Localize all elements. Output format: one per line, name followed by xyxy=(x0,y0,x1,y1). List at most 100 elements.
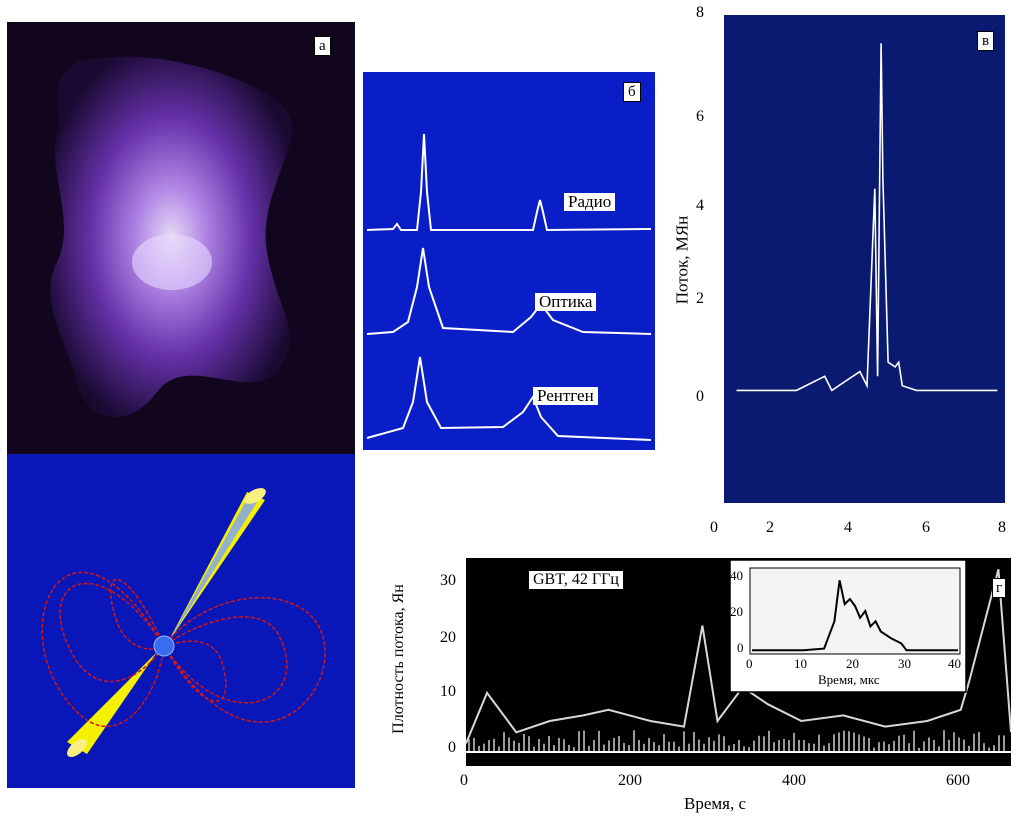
noise-bar xyxy=(733,743,735,752)
noise-bar xyxy=(493,738,495,752)
noise-bar xyxy=(778,740,780,752)
noise-bar xyxy=(673,741,675,752)
noise-bar xyxy=(833,734,835,752)
noise-bar xyxy=(943,730,945,752)
noise-bar xyxy=(703,743,705,752)
noise-bar xyxy=(678,746,680,752)
noise-bar xyxy=(483,743,485,752)
noise-bar xyxy=(728,745,730,752)
noise-bar xyxy=(543,743,545,752)
noise-bar xyxy=(598,730,600,752)
noise-bar xyxy=(888,744,890,752)
noise-bar xyxy=(968,745,970,752)
magnetic-field-lines xyxy=(41,571,326,727)
noise-bar xyxy=(593,740,595,752)
panel-g-ytick-10: 10 xyxy=(440,683,456,700)
noise-bar xyxy=(648,738,650,752)
pulsar-beam-upper xyxy=(167,492,265,644)
noise-bar xyxy=(538,739,540,752)
noise-bar xyxy=(773,742,775,752)
curve-label-optical: Оптика xyxy=(535,293,597,311)
panel-v-ylabel: Поток, МЯн xyxy=(672,215,692,305)
noise-bar xyxy=(828,743,830,752)
noise-bar xyxy=(858,734,860,752)
noise-bar xyxy=(843,730,845,752)
panel-v-ytick-8: 8 xyxy=(696,4,704,21)
noise-bar xyxy=(523,733,525,752)
noise-bar xyxy=(993,745,995,752)
noise-bar xyxy=(563,739,565,752)
noise-bar xyxy=(958,737,960,752)
noise-bar xyxy=(698,739,700,752)
noise-bar xyxy=(748,747,750,752)
noise-bar xyxy=(518,742,520,752)
noise-bar xyxy=(478,745,480,752)
noise-bar xyxy=(798,739,800,752)
noise-bar xyxy=(823,745,825,752)
panel-g-xtick-400: 400 xyxy=(782,772,806,789)
panel-b-label: б xyxy=(623,82,641,102)
noise-bar xyxy=(668,741,670,752)
panel-v-ytick-2: 2 xyxy=(696,290,704,307)
panel-g: GBT, 42 ГГц г 30 20 10 0 0 200 400 600 В… xyxy=(390,552,1011,818)
neutron-star xyxy=(153,635,175,657)
noise-bar xyxy=(868,738,870,752)
noise-bar xyxy=(513,740,515,752)
noise-bar xyxy=(898,735,900,752)
panel-v-ytick-4: 4 xyxy=(696,197,704,214)
noise-bar xyxy=(663,734,665,752)
panel-a: а xyxy=(7,22,355,788)
noise-bar xyxy=(903,734,905,752)
noise-bar xyxy=(528,736,530,752)
noise-bar xyxy=(948,739,950,752)
panel-g-xtick-200: 200 xyxy=(618,772,642,789)
noise-bar xyxy=(988,747,990,752)
noise-bar xyxy=(633,730,635,752)
noise-bar xyxy=(813,743,815,752)
panel-v-xtick-8: 8 xyxy=(998,519,1006,536)
noise-bar xyxy=(718,734,720,752)
noise-bar xyxy=(738,739,740,752)
noise-bar xyxy=(468,739,470,752)
panel-b-image xyxy=(363,72,655,450)
inset-xtick-0: 0 xyxy=(746,656,753,671)
inset-ytick-0: 0 xyxy=(737,640,744,655)
inset-xtick-20: 20 xyxy=(846,656,859,671)
panel-v-ytick-0: 0 xyxy=(696,388,704,405)
noise-bar xyxy=(973,733,975,752)
noise-bar xyxy=(848,731,850,752)
noise-bar xyxy=(688,743,690,752)
noise-bar xyxy=(553,745,555,752)
panel-g-ylabel: Плотность потока, Ян xyxy=(389,584,407,734)
noise-bar xyxy=(818,734,820,752)
noise-bar xyxy=(878,742,880,752)
panel-b: б Радио Оптика Рентген xyxy=(363,72,655,450)
panel-a-label: а xyxy=(314,36,331,56)
noise-bar xyxy=(963,739,965,752)
curve-label-xray: Рентген xyxy=(533,387,598,405)
panel-v-series xyxy=(736,43,998,392)
noise-bar xyxy=(608,740,610,752)
noise-bar xyxy=(568,744,570,752)
panel-g-xlabel: Время, с xyxy=(684,794,747,813)
curve-xray xyxy=(366,356,652,441)
noise-bar xyxy=(983,743,985,752)
noise-bar xyxy=(788,740,790,752)
noise-bar xyxy=(603,744,605,752)
panel-g-ytick-30: 30 xyxy=(440,572,456,589)
noise-bar xyxy=(573,747,575,752)
noise-bar xyxy=(473,737,475,752)
noise-bar xyxy=(953,732,955,752)
noise-bar xyxy=(708,737,710,752)
inset-ytick-40: 40 xyxy=(730,568,743,583)
noise-bar xyxy=(693,732,695,752)
inset-ytick-20: 20 xyxy=(730,604,743,619)
noise-bar xyxy=(883,741,885,752)
curve-radio xyxy=(366,133,652,232)
noise-bar xyxy=(618,735,620,752)
noise-bar xyxy=(588,745,590,752)
panel-v-xtick-4: 4 xyxy=(844,519,852,536)
inset-xtick-30: 30 xyxy=(898,656,911,671)
noise-bar xyxy=(578,731,580,752)
panel-g-noise xyxy=(468,730,1005,752)
